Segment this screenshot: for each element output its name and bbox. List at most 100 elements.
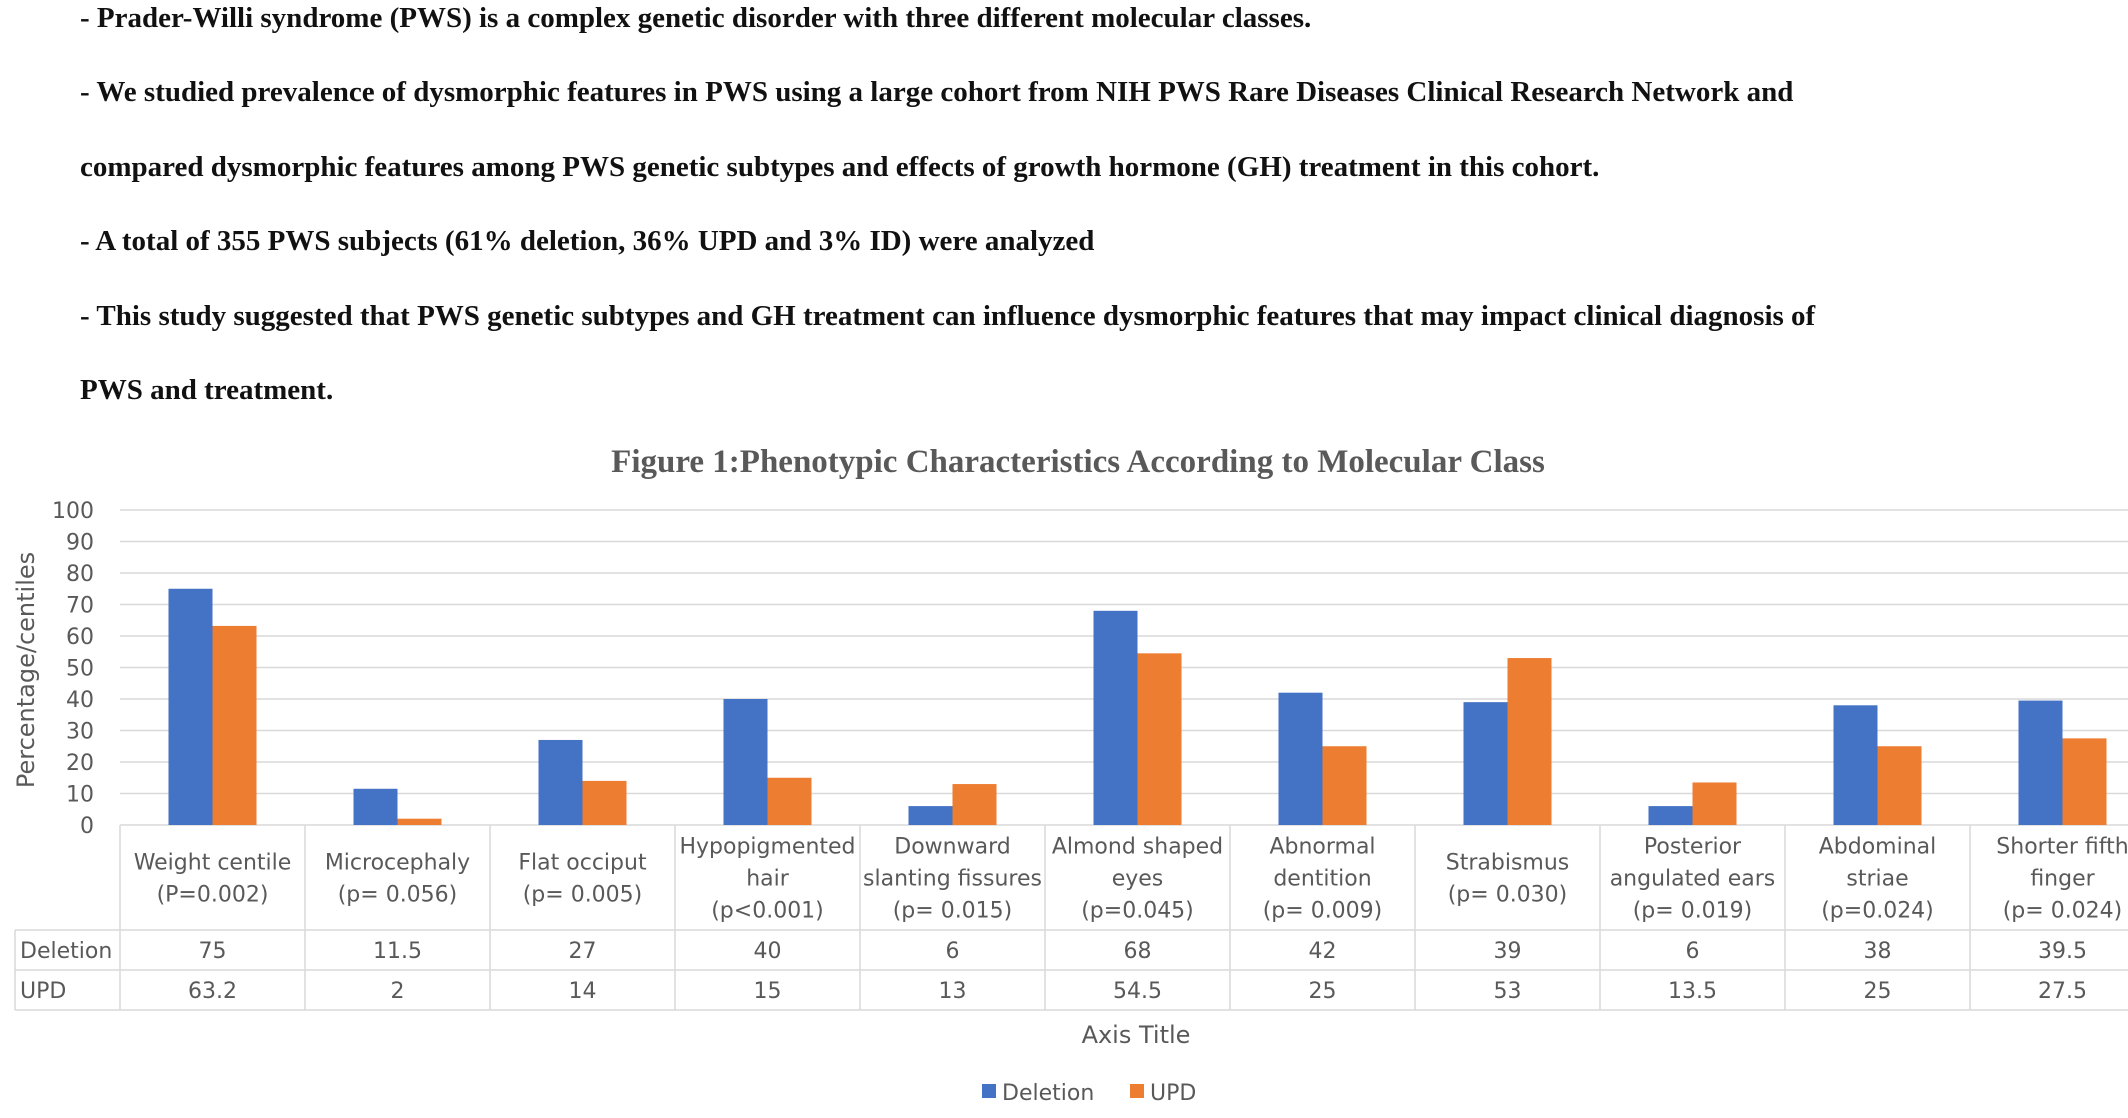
x-category-label-line: slanting fissures <box>863 867 1042 892</box>
table-cell-upd: 14 <box>569 979 597 1004</box>
x-category-label: Abdominal striae (p=0.024) <box>1819 835 1937 924</box>
table-cell-deletion: 68 <box>1124 939 1152 964</box>
x-category-label-line: (p=0.045) <box>1081 899 1194 924</box>
x-category-label: Weight centile (P=0.002) <box>134 851 292 908</box>
legend-swatch-upd <box>1130 1084 1144 1098</box>
y-axis-label: Percentage/centiles <box>12 552 40 788</box>
chart-title: Figure 1:Phenotypic Characteristics Acco… <box>611 444 1545 480</box>
bar-upd-4 <box>767 777 812 825</box>
x-category-label-line: Posterior <box>1644 835 1742 860</box>
x-category-label-line: (p= 0.024) <box>2003 899 2123 924</box>
bar-upd-5 <box>952 784 997 825</box>
table-cell-deletion: 27 <box>569 939 597 964</box>
table-cell-upd: 25 <box>1864 979 1892 1004</box>
x-category-label: Hypopigmented hair (p<0.001) <box>679 835 855 924</box>
bar-upd-8 <box>1507 658 1552 825</box>
x-category-label-line: (p=0.024) <box>1821 899 1934 924</box>
bullet-line-4: - A total of 355 PWS subjects (61% delet… <box>80 225 1095 257</box>
x-category-label-line: dentition <box>1273 867 1371 892</box>
bullet-line-6: PWS and treatment. <box>80 374 334 406</box>
x-category-label-line: Weight centile <box>134 851 292 876</box>
x-category-label-line: (p= 0.030) <box>1448 883 1568 908</box>
x-category-label-line: hair <box>746 867 790 892</box>
bar-deletion-11 <box>2018 700 2063 825</box>
table-row-header-deletion: Deletion <box>20 939 112 964</box>
x-category-label-line: (p= 0.019) <box>1633 899 1753 924</box>
table-cell-upd: 13 <box>939 979 967 1004</box>
table-cell-deletion: 75 <box>199 939 227 964</box>
bar-upd-7 <box>1322 746 1367 825</box>
table-cell-upd: 27.5 <box>2038 979 2087 1004</box>
table-cell-upd: 54.5 <box>1113 979 1162 1004</box>
bullet-line-2: - We studied prevalence of dysmorphic fe… <box>80 76 1794 108</box>
bar-upd-11 <box>2062 738 2107 825</box>
bar-deletion-2 <box>353 788 398 825</box>
legend-label-deletion: Deletion <box>1002 1081 1094 1106</box>
x-category-label-line: (p= 0.015) <box>893 899 1013 924</box>
bar-upd-9 <box>1692 782 1737 825</box>
table-cell-upd: 53 <box>1494 979 1522 1004</box>
bar-deletion-7 <box>1278 692 1323 825</box>
bar-upd-6 <box>1137 653 1182 825</box>
bar-upd-10 <box>1877 746 1922 825</box>
x-category-label: Almond shaped eyes (p=0.045) <box>1052 835 1223 924</box>
table-cell-upd: 15 <box>754 979 782 1004</box>
bar-deletion-4 <box>723 699 768 825</box>
y-tick-label: 60 <box>66 625 94 650</box>
y-tick-label: 90 <box>66 531 94 556</box>
x-category-label: Shorter fifth finger (p= 0.024) <box>1996 835 2128 924</box>
x-category-label-line: Downward <box>894 835 1010 860</box>
y-tick-label: 20 <box>66 751 94 776</box>
bullet-line-5: - This study suggested that PWS genetic … <box>80 300 1816 332</box>
x-category-label: Microcephaly (p= 0.056) <box>325 851 470 908</box>
x-category-label-line: Microcephaly <box>325 851 470 876</box>
x-category-label-line: eyes <box>1112 867 1164 892</box>
table-cell-upd: 63.2 <box>188 979 237 1004</box>
x-category-label-line: (p<0.001) <box>711 899 824 924</box>
x-category-label-line: angulated ears <box>1610 867 1776 892</box>
x-category-label: Abnormal dentition (p= 0.009) <box>1263 835 1383 924</box>
bar-upd-2 <box>397 818 442 825</box>
bar-deletion-10 <box>1833 705 1878 825</box>
x-category-label-line: striae <box>1846 867 1908 892</box>
table-cell-deletion: 11.5 <box>373 939 422 964</box>
table-cell-deletion: 40 <box>754 939 782 964</box>
x-category-label: Downward slanting fissures (p= 0.015) <box>863 835 1042 924</box>
table-cell-upd: 25 <box>1309 979 1337 1004</box>
x-category-label-line: (p= 0.005) <box>523 883 643 908</box>
bar-deletion-5 <box>908 806 953 825</box>
x-category-label: Flat occiput (p= 0.005) <box>518 851 647 908</box>
y-tick-label: 50 <box>66 657 94 682</box>
y-tick-label: 70 <box>66 594 94 619</box>
bar-deletion-1 <box>168 588 213 825</box>
x-category-label-line: Hypopigmented <box>679 835 855 860</box>
bullet-line-1: - Prader-Willi syndrome (PWS) is a compl… <box>80 2 1312 34</box>
x-category-label-line: Flat occiput <box>518 851 647 876</box>
bullet-line-3: compared dysmorphic features among PWS g… <box>80 151 1600 183</box>
y-tick-label: 10 <box>66 783 94 808</box>
y-tick-label: 40 <box>66 688 94 713</box>
x-category-label-line: finger <box>2030 867 2095 892</box>
y-tick-label: 0 <box>80 814 94 839</box>
table-cell-deletion: 39.5 <box>2038 939 2087 964</box>
y-tick-label: 80 <box>66 562 94 587</box>
x-category-label-line: (p= 0.056) <box>338 883 458 908</box>
table-cell-deletion: 38 <box>1864 939 1892 964</box>
table-cell-deletion: 39 <box>1494 939 1522 964</box>
table-cell-deletion: 6 <box>946 939 960 964</box>
legend-swatch-deletion <box>982 1084 996 1098</box>
table-cell-deletion: 6 <box>1686 939 1700 964</box>
x-category-label-line: Almond shaped <box>1052 835 1223 860</box>
bar-upd-1 <box>212 625 257 825</box>
x-category-label-line: Abdominal <box>1819 835 1937 860</box>
x-category-label: Posterior angulated ears (p= 0.019) <box>1610 835 1776 924</box>
y-tick-label: 100 <box>52 499 94 524</box>
x-axis-title: Axis Title <box>1082 1021 1191 1049</box>
x-category-label-line: Strabismus <box>1446 851 1570 876</box>
bar-deletion-9 <box>1648 806 1693 825</box>
table-cell-deletion: 42 <box>1309 939 1337 964</box>
bar-chart: Figure 1:Phenotypic Characteristics Acco… <box>12 444 2128 1106</box>
bar-deletion-3 <box>538 739 583 825</box>
table-cell-upd: 13.5 <box>1668 979 1717 1004</box>
x-category-label-line: Shorter fifth <box>1996 835 2128 860</box>
